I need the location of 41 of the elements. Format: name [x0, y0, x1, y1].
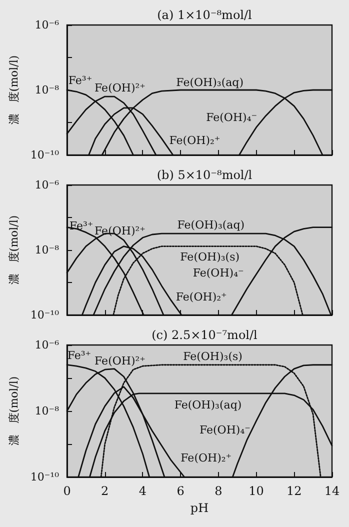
x-tick-label: 0 — [63, 484, 71, 498]
y-tick-label: 10⁻⁶ — [34, 18, 60, 32]
annotation: Fe(OH)₂⁺ — [176, 290, 228, 304]
x-tick-label: 10 — [248, 484, 264, 498]
annotation: Fe(OH)²⁺ — [94, 354, 146, 368]
annotation: Fe(OH)₃(aq) — [176, 76, 244, 90]
x-tick-label: 6 — [176, 484, 184, 498]
y-tick-label: 10⁻¹⁰ — [30, 148, 60, 162]
annotation: Fe(OH)²⁺ — [94, 224, 146, 238]
annotation: Fe(OH)₃(s) — [180, 250, 240, 264]
annotation: Fe(OH)₂⁺ — [180, 451, 232, 464]
annotation: Fe³⁺ — [69, 219, 94, 232]
x-tick-label: 14 — [324, 484, 340, 498]
annotation: Fe(OH)₄⁻ — [199, 424, 251, 437]
y-tick-label: 10⁻⁸ — [34, 244, 60, 256]
annotation: Fe(OH)₃(aq) — [174, 398, 242, 412]
x-tick-label: 4 — [138, 484, 147, 498]
y-tick-label: 10⁻⁶ — [34, 178, 60, 192]
chart-title: (a) 1×10⁻⁸mol/l — [157, 8, 252, 22]
y-tick-label: 10⁻¹⁰ — [30, 308, 60, 322]
y-tick-label: 10⁻⁸ — [34, 84, 60, 96]
annotation: Fe³⁺ — [67, 349, 92, 362]
x-tick-label: 12 — [286, 484, 302, 498]
y-axis-title: 濃 度(mol/l) — [7, 376, 20, 446]
y-tick-label: 10⁻⁸ — [34, 404, 60, 418]
y-tick-label: 10⁻⁶ — [34, 338, 60, 352]
annotation: Fe(OH)₄⁻ — [206, 111, 258, 124]
x-tick-label: 2 — [101, 484, 109, 498]
x-tick-label: 8 — [214, 484, 222, 498]
annotation: Fe(OH)₄⁻ — [192, 266, 244, 280]
annotation: Fe³⁺ — [68, 74, 92, 87]
annotation: Fe(OH)₂⁺ — [169, 134, 220, 147]
x-axis-title: pH — [190, 500, 209, 515]
annotation: Fe(OH)₃(aq) — [177, 218, 245, 232]
annotation: Fe(OH)₃(s) — [183, 350, 242, 364]
chart-title: (c) 2.5×10⁻⁷mol/l — [152, 328, 258, 342]
y-tick-label: 10⁻¹⁰ — [30, 470, 60, 484]
y-axis-title: 濃 度(mol/l) — [7, 55, 20, 125]
y-axis-title: 濃 度(mol/l) — [7, 215, 20, 285]
annotation: Fe(OH)²⁺ — [94, 81, 146, 94]
chart-title: (b) 5×10⁻⁸mol/l — [156, 168, 252, 182]
